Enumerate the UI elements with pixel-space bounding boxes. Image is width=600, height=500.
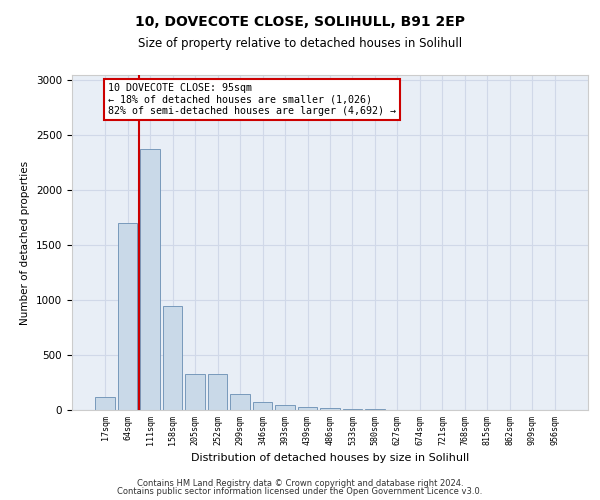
Bar bbox=[343, 409, 362, 410]
Text: 10, DOVECOTE CLOSE, SOLIHULL, B91 2EP: 10, DOVECOTE CLOSE, SOLIHULL, B91 2EP bbox=[135, 15, 465, 29]
Y-axis label: Number of detached properties: Number of detached properties bbox=[20, 160, 31, 324]
Bar bbox=[118, 224, 137, 410]
Text: 10 DOVECOTE CLOSE: 95sqm
← 18% of detached houses are smaller (1,026)
82% of sem: 10 DOVECOTE CLOSE: 95sqm ← 18% of detach… bbox=[109, 82, 397, 116]
X-axis label: Distribution of detached houses by size in Solihull: Distribution of detached houses by size … bbox=[191, 453, 469, 463]
Bar bbox=[208, 374, 227, 410]
Text: Contains public sector information licensed under the Open Government Licence v3: Contains public sector information licen… bbox=[118, 487, 482, 496]
Bar bbox=[298, 408, 317, 410]
Bar bbox=[185, 374, 205, 410]
Bar bbox=[230, 394, 250, 410]
Bar bbox=[163, 306, 182, 410]
Bar bbox=[275, 405, 295, 410]
Bar bbox=[320, 408, 340, 410]
Bar bbox=[253, 402, 272, 410]
Bar bbox=[140, 148, 160, 410]
Bar bbox=[95, 397, 115, 410]
Text: Size of property relative to detached houses in Solihull: Size of property relative to detached ho… bbox=[138, 38, 462, 51]
Text: Contains HM Land Registry data © Crown copyright and database right 2024.: Contains HM Land Registry data © Crown c… bbox=[137, 478, 463, 488]
